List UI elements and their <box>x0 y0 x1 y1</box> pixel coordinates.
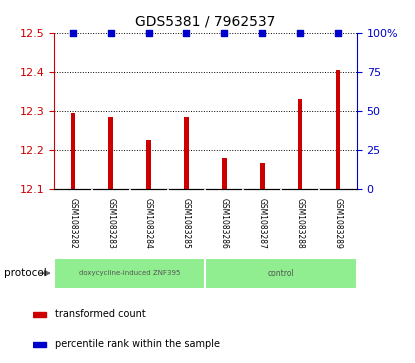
Text: transformed count: transformed count <box>55 309 146 319</box>
Point <box>70 30 76 36</box>
Bar <box>33 342 46 347</box>
Text: GSM1083285: GSM1083285 <box>182 198 191 249</box>
Text: GSM1083289: GSM1083289 <box>334 198 342 249</box>
Point <box>334 30 341 36</box>
Point <box>145 30 152 36</box>
Text: GSM1083283: GSM1083283 <box>106 198 115 249</box>
Text: GSM1083288: GSM1083288 <box>295 198 305 249</box>
Text: GSM1083286: GSM1083286 <box>220 198 229 249</box>
Bar <box>298 99 303 189</box>
Bar <box>222 158 227 189</box>
Point <box>297 30 303 36</box>
Bar <box>146 140 151 189</box>
Point <box>107 30 114 36</box>
Bar <box>205 258 357 289</box>
Bar <box>336 70 340 189</box>
Bar <box>184 117 189 189</box>
Text: doxycycline-induced ZNF395: doxycycline-induced ZNF395 <box>79 270 181 276</box>
Text: protocol: protocol <box>4 268 47 278</box>
Text: control: control <box>268 269 295 278</box>
Bar <box>33 312 46 317</box>
Text: percentile rank within the sample: percentile rank within the sample <box>55 339 220 350</box>
Bar <box>54 258 205 289</box>
Title: GDS5381 / 7962537: GDS5381 / 7962537 <box>135 15 276 29</box>
Bar <box>71 113 75 189</box>
Text: GSM1083284: GSM1083284 <box>144 198 153 249</box>
Text: GSM1083282: GSM1083282 <box>68 198 77 249</box>
Point <box>183 30 190 36</box>
Bar <box>260 163 264 189</box>
Point <box>221 30 228 36</box>
Bar <box>108 117 113 189</box>
Text: GSM1083287: GSM1083287 <box>258 198 267 249</box>
Point <box>259 30 266 36</box>
